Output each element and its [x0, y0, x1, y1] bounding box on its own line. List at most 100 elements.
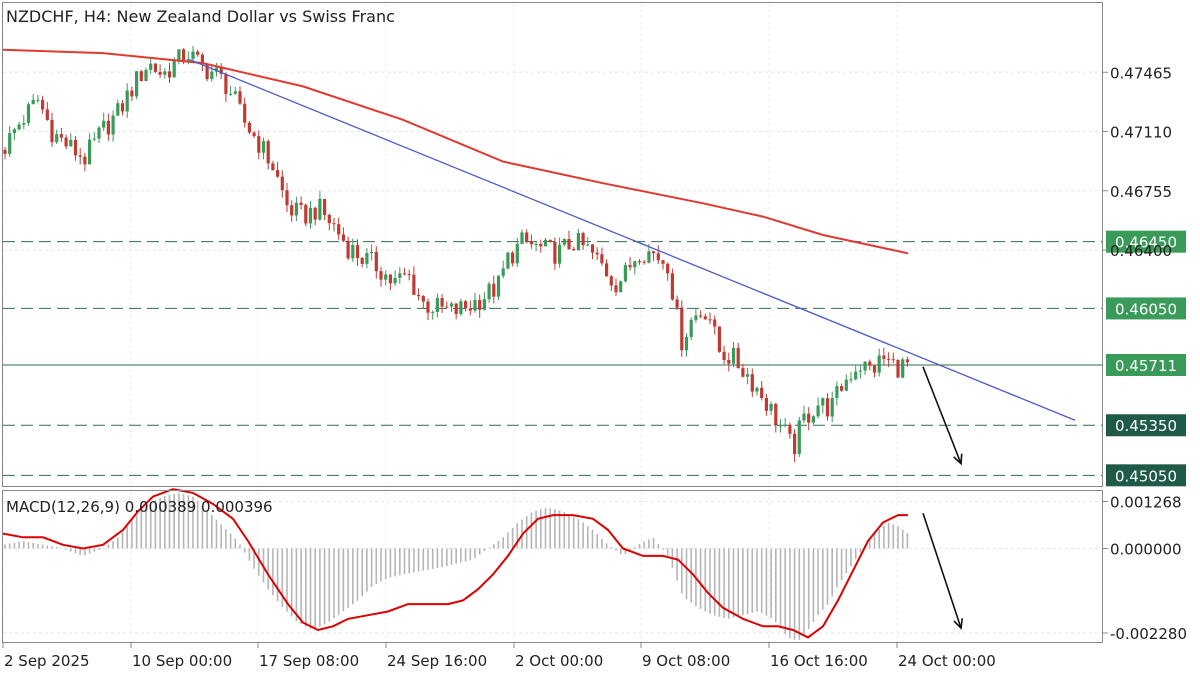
candle-up	[294, 196, 298, 222]
candle-up	[69, 133, 73, 147]
candle-down	[529, 234, 533, 249]
candle-down	[750, 368, 754, 398]
x-tick-label: 9 Oct 08:00	[642, 652, 730, 670]
candle-up	[17, 121, 21, 131]
candle-up	[26, 102, 31, 126]
candle-down	[360, 257, 364, 268]
candle-up	[482, 292, 486, 311]
candle-down	[656, 245, 660, 265]
candle-down	[346, 236, 350, 260]
chart-title: NZDCHF, H4: New Zealand Dollar vs Swiss …	[6, 7, 395, 26]
candle-down	[332, 217, 336, 232]
level-label-box	[1106, 353, 1186, 376]
candle-down	[64, 134, 68, 150]
candle-down	[713, 315, 717, 335]
candle-down	[567, 230, 571, 250]
candle-down	[407, 269, 411, 281]
macd-y-tick-label: 0.001268	[1110, 493, 1182, 511]
candle-up	[233, 86, 237, 95]
candle-up	[506, 252, 510, 270]
main-panel-frame	[2, 2, 1103, 487]
candle-down	[652, 251, 656, 261]
main-y-axis: 0.47465 0.47110 0.46755 0.46400	[1103, 64, 1172, 260]
candle-up	[694, 308, 698, 324]
macd-panel-frame	[2, 490, 1103, 643]
candle-down	[736, 343, 740, 369]
candle-up	[88, 133, 92, 165]
y-tick-label: 0.46755	[1110, 183, 1172, 201]
candle-up	[365, 248, 369, 269]
candle-up	[398, 267, 402, 284]
candle-up	[576, 228, 580, 251]
trendline	[189, 59, 1076, 421]
candle-up	[619, 280, 623, 293]
candle-down	[238, 86, 242, 105]
candle-down	[642, 260, 646, 265]
candle-down	[280, 170, 284, 198]
candle-up	[393, 270, 397, 286]
candle-up	[125, 83, 129, 118]
candle-down	[41, 95, 45, 114]
candle-down	[426, 298, 430, 321]
level-lines	[3, 241, 1103, 476]
level-label: 0.46450	[1115, 234, 1177, 252]
candle-down	[355, 239, 360, 266]
level-label-box	[1106, 297, 1186, 320]
candle-up	[177, 49, 181, 65]
level-label: 0.46050	[1115, 300, 1177, 318]
candle-up	[501, 260, 505, 279]
candle-up	[633, 260, 637, 275]
candle-down	[299, 196, 303, 210]
candle-down	[323, 198, 327, 221]
candle-up	[229, 85, 233, 97]
candle-up	[769, 401, 773, 416]
candle-down	[793, 429, 797, 463]
candle-down	[59, 127, 63, 142]
x-tick-label: 2 Oct 00:00	[515, 652, 603, 670]
candle-down	[266, 139, 270, 170]
candle-down	[412, 266, 416, 295]
candle-up	[778, 419, 783, 433]
candle-down	[637, 259, 642, 265]
candlestick-series	[3, 46, 909, 463]
x-tick-label: 24 Oct 00:00	[898, 652, 996, 670]
candle-up	[802, 405, 806, 424]
candle-up	[163, 68, 167, 79]
candle-down	[539, 239, 543, 253]
candle-up	[562, 238, 566, 247]
candle-down	[290, 200, 294, 222]
candle-up	[92, 132, 96, 142]
candle-up	[811, 415, 815, 425]
candle-down	[581, 231, 585, 250]
candle-down	[388, 274, 392, 291]
candle-up	[496, 275, 501, 301]
candle-down	[417, 288, 421, 301]
candle-down	[661, 259, 665, 270]
candle-up	[431, 310, 435, 320]
candle-down	[887, 352, 891, 367]
candle-up	[214, 62, 219, 77]
candle-up	[135, 70, 139, 100]
candle-up	[116, 99, 120, 116]
macd-y-tick-label: 0.000000	[1110, 540, 1182, 558]
candle-down	[666, 262, 670, 281]
candle-up	[586, 237, 590, 247]
macd-y-axis: 0.001268 0.000000 -0.002280	[1103, 493, 1187, 643]
level-label: 0.45050	[1115, 467, 1177, 485]
candle-down	[421, 294, 425, 310]
candle-down	[774, 402, 778, 433]
candle-up	[308, 200, 313, 229]
candle-down	[271, 160, 275, 171]
candle-down	[130, 86, 134, 101]
candle-down	[374, 246, 378, 279]
candle-down	[153, 62, 157, 74]
candle-up	[210, 64, 214, 82]
candle-up	[12, 127, 16, 140]
candle-up	[102, 112, 106, 132]
candle-up	[449, 301, 454, 313]
y-tick-label: 0.46400	[1110, 242, 1172, 260]
candle-up	[97, 126, 101, 144]
candle-up	[318, 190, 322, 221]
